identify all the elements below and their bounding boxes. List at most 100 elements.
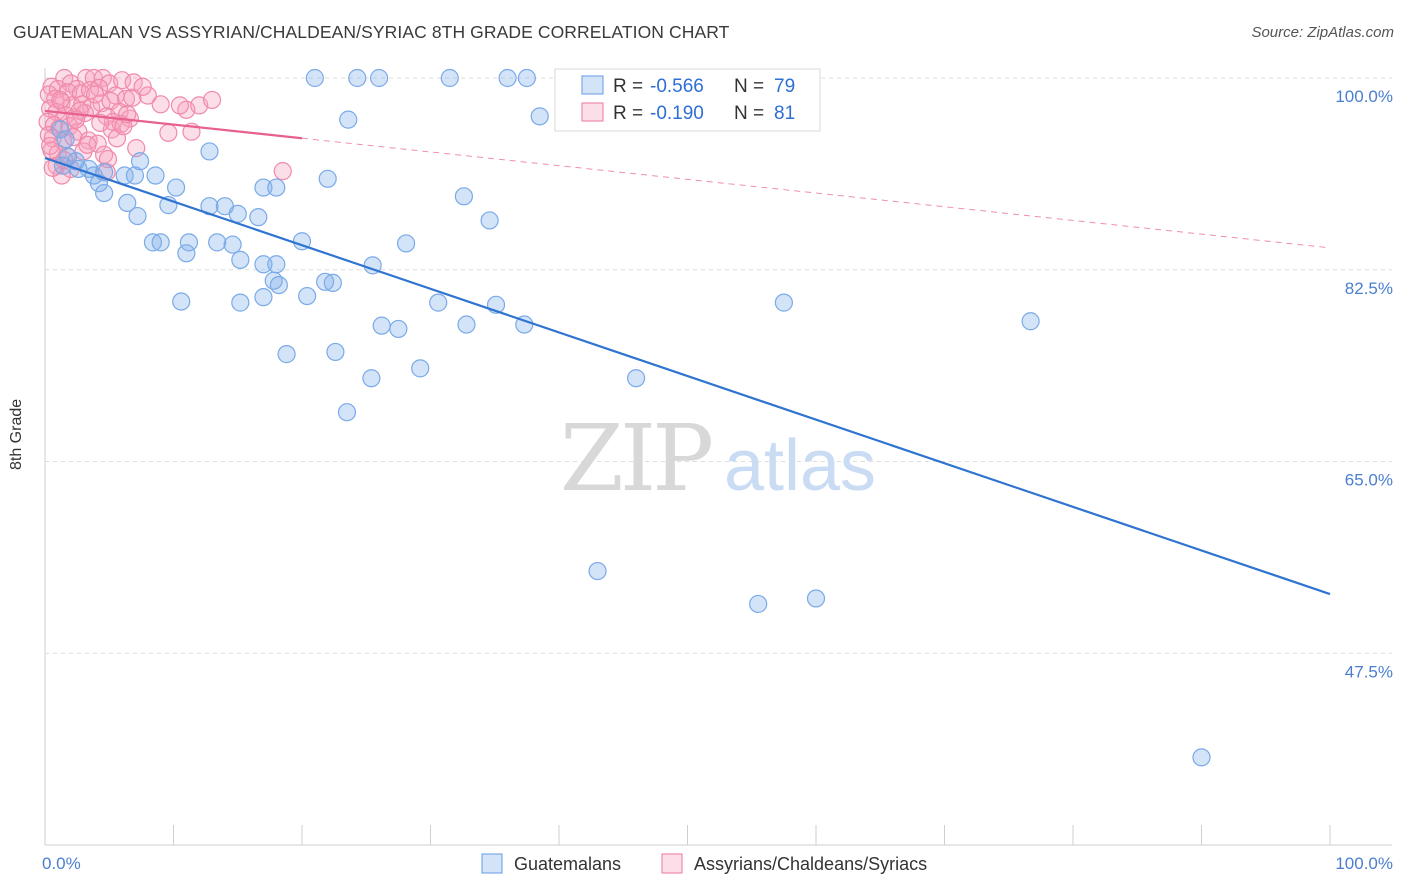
data-point xyxy=(133,77,152,96)
data-point xyxy=(411,359,430,378)
legend-swatch xyxy=(581,75,604,95)
legend-r-value: -0.566 xyxy=(650,76,704,97)
data-point xyxy=(51,90,70,110)
data-point xyxy=(326,342,345,362)
data-point xyxy=(118,193,137,213)
legend-n-value: 79 xyxy=(774,76,795,97)
data-point xyxy=(231,250,250,269)
data-point xyxy=(51,120,70,139)
data-point xyxy=(370,68,389,88)
data-point xyxy=(254,178,273,197)
data-point xyxy=(102,120,121,139)
legend-n-label: N = xyxy=(734,103,764,124)
data-point xyxy=(269,275,288,295)
data-point xyxy=(396,234,416,253)
y-tick-label: 82.5% xyxy=(1345,279,1393,298)
data-point xyxy=(440,68,459,88)
axes xyxy=(44,68,1392,846)
data-point xyxy=(498,68,517,88)
data-point xyxy=(146,166,165,185)
x-tick-labels: 0.0% 100.0% xyxy=(42,854,1393,873)
data-point xyxy=(179,233,199,252)
x-tick-label: 0.0% xyxy=(42,854,81,873)
data-point xyxy=(517,68,536,88)
bottom-legend-label: Guatemalans xyxy=(514,854,621,874)
data-point xyxy=(588,561,607,581)
data-point xyxy=(159,123,178,142)
data-point xyxy=(305,68,324,88)
data-point xyxy=(806,589,826,608)
data-point xyxy=(267,178,286,197)
data-point xyxy=(151,233,170,252)
bottom-legend: Guatemalans Assyrians/Chaldeans/Syriacs xyxy=(481,853,927,874)
data-point xyxy=(530,107,549,126)
data-point xyxy=(348,68,367,88)
watermark-zip: ZIP xyxy=(560,405,711,512)
data-point xyxy=(130,152,150,171)
y-tick-label: 47.5% xyxy=(1345,662,1393,681)
data-point xyxy=(339,110,358,129)
data-point xyxy=(480,211,499,230)
chart-title: GUATEMALAN VS ASSYRIAN/CHALDEAN/SYRIAC 8… xyxy=(13,22,730,42)
data-point xyxy=(78,135,97,154)
data-point xyxy=(318,169,337,188)
data-point xyxy=(56,130,75,149)
data-point xyxy=(202,90,222,110)
data-point xyxy=(143,233,163,252)
trend-lines xyxy=(44,109,1331,596)
data-point xyxy=(124,73,143,92)
y-tick-labels: 100.0% 82.5% 65.0% 47.5% xyxy=(1335,87,1393,681)
data-point xyxy=(200,142,219,161)
data-point xyxy=(316,272,335,291)
data-point xyxy=(277,345,296,364)
trend-line-extension xyxy=(301,137,1331,249)
data-point xyxy=(41,136,60,156)
data-point xyxy=(208,233,227,252)
legend-r-label: R = xyxy=(613,103,643,124)
legend-n-label: N = xyxy=(734,76,764,97)
legend-r-label: R = xyxy=(613,76,643,97)
data-point xyxy=(151,95,170,114)
data-point xyxy=(457,315,476,334)
data-point xyxy=(112,71,132,90)
watermark-atlas: atlas xyxy=(724,426,876,506)
data-point xyxy=(228,204,247,223)
data-points xyxy=(38,68,1211,767)
data-point xyxy=(626,369,646,388)
data-point xyxy=(249,208,268,227)
data-point xyxy=(749,594,768,614)
data-point xyxy=(323,273,342,292)
data-point xyxy=(454,187,474,206)
data-point xyxy=(172,292,191,311)
data-point xyxy=(1192,748,1211,767)
bottom-legend-swatch xyxy=(481,853,503,874)
data-point xyxy=(95,183,114,203)
data-point xyxy=(89,174,109,193)
data-point xyxy=(223,235,242,254)
data-point xyxy=(170,96,190,115)
x-tick-label: 100.0% xyxy=(1335,854,1393,873)
data-point xyxy=(298,286,317,306)
bottom-legend-swatch xyxy=(661,853,683,874)
data-point xyxy=(429,293,448,312)
data-point xyxy=(125,166,145,185)
data-point xyxy=(267,255,286,274)
y-tick-label: 65.0% xyxy=(1345,471,1393,490)
y-tick-label: 100.0% xyxy=(1335,87,1393,106)
data-point xyxy=(138,86,157,105)
data-point xyxy=(273,162,292,181)
legend-swatch xyxy=(581,102,604,122)
gridlines xyxy=(45,77,1392,654)
bottom-legend-label: Assyrians/Chaldeans/Syriacs xyxy=(694,854,927,874)
data-point xyxy=(166,178,186,197)
legend-r-value: -0.190 xyxy=(650,103,704,124)
data-point xyxy=(128,206,147,226)
data-point xyxy=(177,244,196,263)
legend-n-value: 81 xyxy=(774,103,795,124)
data-point xyxy=(91,113,110,133)
data-point xyxy=(114,117,133,136)
data-point xyxy=(362,369,381,388)
trend-line xyxy=(44,109,303,140)
data-point xyxy=(231,293,250,312)
